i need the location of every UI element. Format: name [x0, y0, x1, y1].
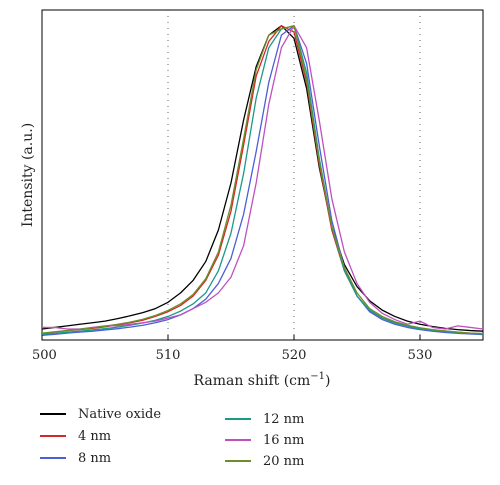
x-tick-label-500: 500	[32, 348, 57, 363]
legend-item-8nm: 8 nm	[40, 448, 111, 468]
series-lines	[41, 25, 484, 336]
series-line-8-nm	[41, 25, 484, 336]
series-line-20-nm	[41, 25, 484, 335]
legend-swatch-native-oxide	[40, 413, 66, 415]
series-line-16-nm	[42, 25, 484, 330]
legend-item-12nm: 12 nm	[225, 409, 304, 429]
legend-item-4nm: 4 nm	[40, 426, 111, 446]
legend-item-16nm: 16 nm	[225, 430, 304, 450]
x-axis-title-main: Raman shift (cm	[193, 373, 310, 389]
x-axis-title-sup: −1	[310, 371, 325, 382]
raman-chart: 500 510 520 530 Raman shift (cm−1) Intensit…	[20, 9, 484, 389]
legend: Native oxide 4 nm 8 nm 12 nm 16 nm 20 nm	[40, 404, 360, 474]
plot-frame	[41, 9, 484, 341]
reference-lines	[167, 10, 421, 340]
x-axis-ticks: 500 510 520 530	[32, 335, 432, 363]
series-line-12-nm	[41, 25, 484, 335]
x-tick-label-530: 530	[408, 348, 433, 363]
legend-label-12nm: 12 nm	[263, 411, 305, 427]
y-axis-title: Intensity (a.u.)	[20, 123, 36, 227]
x-axis-title: Raman shift (cm−1)	[193, 371, 330, 389]
legend-label-20nm: 20 nm	[263, 453, 305, 469]
legend-swatch-12nm	[225, 418, 251, 420]
legend-item-20nm: 20 nm	[225, 451, 304, 471]
legend-swatch-4nm	[40, 435, 66, 437]
x-tick-label-510: 510	[156, 348, 181, 363]
x-axis-title-end: )	[325, 373, 330, 389]
x-tick-label-520: 520	[282, 348, 307, 363]
legend-swatch-20nm	[225, 460, 251, 462]
legend-swatch-16nm	[225, 439, 251, 441]
legend-label-8nm: 8 nm	[78, 450, 112, 466]
legend-label-16nm: 16 nm	[263, 432, 305, 448]
legend-label-native-oxide: Native oxide	[78, 406, 162, 422]
legend-swatch-8nm	[40, 457, 66, 459]
legend-item-native-oxide: Native oxide	[40, 404, 161, 424]
legend-label-4nm: 4 nm	[78, 428, 112, 444]
